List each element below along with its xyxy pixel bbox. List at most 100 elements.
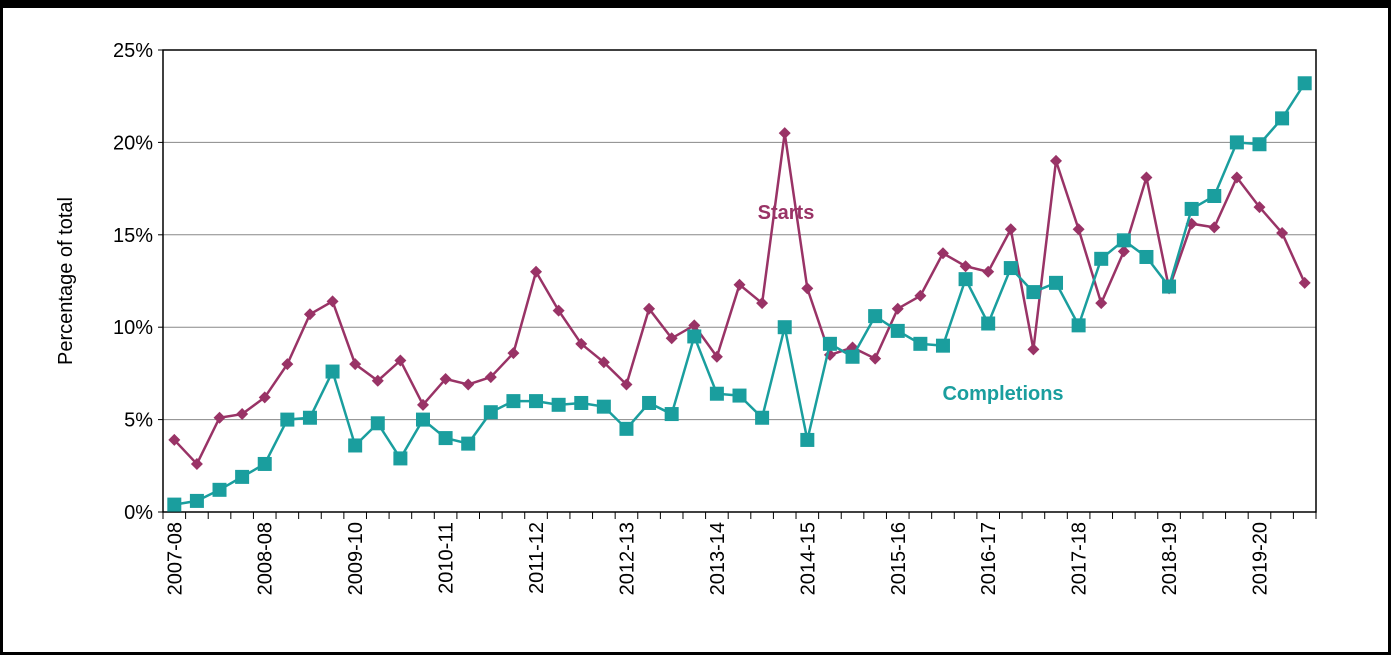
- marker: [1049, 275, 1064, 290]
- y-tick-label: 10%: [113, 317, 153, 339]
- marker: [235, 469, 250, 484]
- marker: [280, 412, 295, 427]
- marker: [393, 451, 408, 466]
- marker: [822, 336, 837, 351]
- marker: [1116, 233, 1131, 248]
- series-line: [174, 82, 1306, 506]
- marker: [958, 272, 973, 287]
- marker: [1298, 276, 1311, 289]
- series-line: [173, 132, 1306, 467]
- marker: [665, 332, 678, 345]
- marker: [664, 407, 679, 422]
- marker: [890, 323, 905, 338]
- marker: [213, 411, 226, 424]
- marker: [935, 338, 950, 353]
- marker: [415, 412, 430, 427]
- marker: [1229, 135, 1244, 150]
- marker: [484, 371, 497, 384]
- y-tick-label: 20%: [113, 132, 153, 154]
- marker: [914, 289, 927, 302]
- plot-area: [162, 49, 1317, 513]
- marker: [326, 295, 339, 308]
- marker: [461, 436, 476, 451]
- marker: [281, 358, 294, 371]
- marker: [1139, 249, 1154, 264]
- marker: [1050, 154, 1063, 167]
- x-tick-label: 2011-12: [526, 522, 548, 594]
- marker: [597, 356, 610, 369]
- y-axis-label: Percentage of total: [55, 197, 77, 365]
- marker: [1004, 223, 1017, 236]
- x-tick-label: 2007-08: [164, 522, 186, 595]
- marker: [1003, 261, 1018, 276]
- x-tick-label: 2016-17: [978, 522, 1000, 595]
- marker: [439, 372, 452, 385]
- marker: [552, 304, 565, 317]
- x-tick-label: 2009-10: [345, 522, 367, 595]
- marker: [596, 399, 611, 414]
- marker: [370, 416, 385, 431]
- series-label: Completions: [942, 383, 1063, 405]
- x-tick-label: 2019-20: [1249, 522, 1271, 595]
- marker: [574, 395, 589, 410]
- y-tick-label: 25%: [113, 40, 153, 62]
- marker: [891, 302, 904, 315]
- x-tick-label: 2014-15: [797, 522, 819, 595]
- marker: [845, 349, 860, 364]
- marker: [778, 127, 791, 140]
- marker: [1026, 285, 1041, 300]
- marker: [642, 395, 657, 410]
- marker: [551, 397, 566, 412]
- marker: [936, 247, 949, 260]
- marker: [394, 354, 407, 367]
- marker: [733, 278, 746, 291]
- marker: [1230, 171, 1243, 184]
- marker: [575, 337, 588, 350]
- marker: [190, 457, 203, 470]
- marker: [189, 493, 204, 508]
- y-tick-label: 15%: [113, 225, 153, 247]
- x-tick-label: 2012-13: [616, 522, 638, 595]
- x-tick-label: 2008-08: [255, 522, 277, 595]
- marker: [1027, 343, 1040, 356]
- marker: [777, 320, 792, 335]
- marker: [1072, 223, 1085, 236]
- y-tick-label: 5%: [124, 410, 153, 432]
- marker: [959, 260, 972, 273]
- marker: [506, 394, 521, 409]
- marker: [257, 456, 272, 471]
- marker: [1208, 221, 1221, 234]
- marker: [1071, 318, 1086, 333]
- marker: [913, 336, 928, 351]
- marker: [416, 398, 429, 411]
- marker: [1117, 245, 1130, 258]
- marker: [710, 350, 723, 363]
- marker: [1276, 226, 1289, 239]
- series-label: Starts: [758, 202, 815, 224]
- marker: [1184, 201, 1199, 216]
- marker: [530, 265, 543, 278]
- marker: [1094, 251, 1109, 266]
- marker: [981, 316, 996, 331]
- marker: [258, 391, 271, 404]
- marker: [212, 482, 227, 497]
- marker: [869, 352, 882, 365]
- marker: [1252, 137, 1267, 152]
- y-tick-label: 0%: [124, 502, 153, 524]
- marker: [1297, 76, 1312, 91]
- marker: [709, 386, 724, 401]
- marker: [982, 265, 995, 278]
- marker: [236, 408, 249, 421]
- marker: [438, 431, 453, 446]
- marker: [801, 282, 814, 295]
- marker: [349, 358, 362, 371]
- marker: [1162, 279, 1177, 294]
- marker: [1095, 297, 1108, 310]
- marker: [302, 410, 317, 425]
- x-tick-label: 2017-18: [1069, 522, 1091, 595]
- marker: [732, 388, 747, 403]
- x-tick-label: 2015-16: [888, 522, 910, 595]
- marker: [303, 308, 316, 321]
